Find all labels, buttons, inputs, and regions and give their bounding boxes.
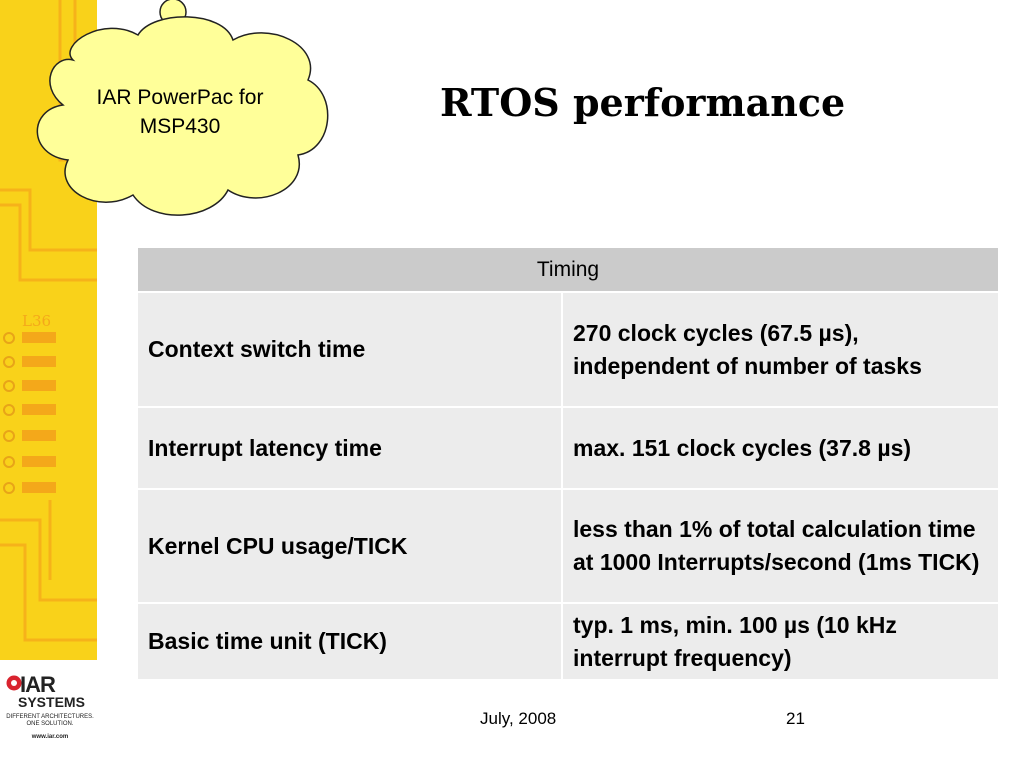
- callout-text: IAR PowerPac for MSP430: [96, 86, 264, 138]
- row-label: Context switch time: [138, 293, 563, 406]
- row-label: Basic time unit (TICK): [138, 604, 563, 679]
- logo-brand: IAR: [20, 672, 56, 697]
- iar-systems-logo: IAR SYSTEMS DIFFERENT ARCHITECTURES. ONE…: [6, 672, 94, 752]
- page-number: 21: [786, 709, 805, 728]
- chip-label: L36: [22, 312, 51, 330]
- logo-tagline: DIFFERENT ARCHITECTURES. ONE SOLUTION.: [6, 714, 94, 727]
- table-row: Kernel CPU usage/TICK less than 1% of to…: [138, 488, 998, 602]
- logo-url: www.iar.com: [31, 734, 69, 740]
- row-value: less than 1% of total calculation time a…: [573, 516, 980, 575]
- table-row: Context switch time 270 clock cycles (67…: [138, 291, 998, 406]
- table-row: Interrupt latency time max. 151 clock cy…: [138, 406, 998, 488]
- footer-date: July, 2008: [480, 709, 557, 728]
- slide-title: RTOS performance: [440, 80, 846, 125]
- logo-brand-line2: SYSTEMS: [18, 694, 85, 710]
- circuit-trace-graphic: L36: [0, 0, 97, 642]
- table-row: Basic time unit (TICK) typ. 1 ms, min. 1…: [138, 602, 998, 679]
- table-header: Timing: [138, 248, 998, 291]
- row-label: Kernel CPU usage/TICK: [138, 490, 563, 602]
- performance-table: Timing Context switch time 270 clock cyc…: [138, 248, 998, 679]
- row-label: Interrupt latency time: [138, 408, 563, 488]
- thought-cloud: [36, 0, 329, 216]
- row-value: max. 151 clock cycles (37.8 µs): [573, 434, 912, 461]
- row-value: typ. 1 ms, min. 100 µs (10 kHz interrupt…: [573, 611, 897, 671]
- logo-mark-icon: [6, 675, 22, 691]
- row-value: 270 clock cycles (67.5 µs), independent …: [573, 319, 922, 379]
